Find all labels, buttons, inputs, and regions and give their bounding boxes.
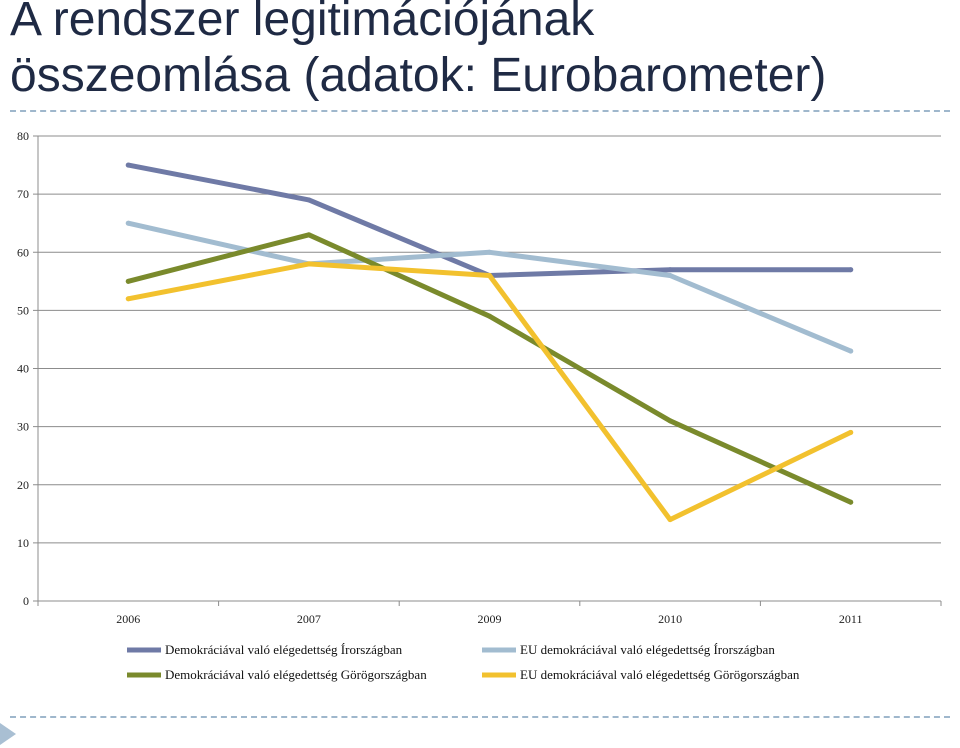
x-tick-label: 2006 <box>116 612 140 626</box>
y-tick-label: 40 <box>17 362 29 376</box>
footer-separator <box>10 716 950 718</box>
x-tick-label: 2010 <box>658 612 682 626</box>
x-tick-label: 2009 <box>478 612 502 626</box>
data-point <box>487 313 492 319</box>
legend-label: Demokráciával való elégedettség Görögors… <box>165 667 427 682</box>
line-chart: 0 10 20 30 40 50 60 70 80 2006 2007 2009 2010 2011 D… <box>17 129 942 682</box>
data-point <box>306 197 312 203</box>
legend-item-1: Demokráciával való elégedettség Írország… <box>127 642 403 657</box>
slide-title: A rendszer legitimációjának összeomlása … <box>10 0 950 104</box>
data-point <box>848 499 854 505</box>
data-point <box>125 220 131 226</box>
bullet-arrow-icon <box>0 723 16 745</box>
y-tick-label: 50 <box>17 303 29 317</box>
legend-item-3: Demokráciával való elégedettség Görögors… <box>127 667 427 682</box>
y-axis-ticks: 0 10 20 30 40 50 60 70 80 <box>17 129 29 608</box>
y-tick-label: 60 <box>17 245 29 259</box>
title-separator <box>10 110 950 112</box>
legend-label: EU demokráciával való elégedettség Görög… <box>520 667 800 682</box>
y-tick-label: 0 <box>23 594 29 608</box>
x-tick-label: 2007 <box>297 612 321 626</box>
series-line-2 <box>125 220 854 354</box>
data-point <box>125 278 131 284</box>
legend-label: EU demokráciával való elégedettség Írors… <box>520 642 775 657</box>
y-tick-label: 20 <box>17 478 29 492</box>
y-tick-label: 70 <box>17 187 29 201</box>
data-point <box>306 232 312 238</box>
data-point <box>667 273 673 278</box>
slide-title-line-2: összeomlása (adatok: Eurobarometer) <box>10 49 827 102</box>
y-tick-label: 10 <box>17 536 29 550</box>
x-tick-label: 2011 <box>839 612 863 626</box>
slide-title-line-1: A rendszer legitimációjának <box>10 0 595 46</box>
data-point <box>848 348 854 354</box>
data-point <box>306 261 312 267</box>
x-axis-ticks: 2006 2007 2009 2010 2011 <box>116 612 862 626</box>
data-point <box>848 267 854 273</box>
data-point <box>848 429 854 435</box>
data-point <box>125 296 131 302</box>
data-point <box>667 517 673 523</box>
legend-item-4: EU demokráciával való elégedettség Görög… <box>482 667 800 682</box>
data-point <box>667 418 673 424</box>
chart-axes <box>33 135 942 606</box>
chart-legend: Demokráciával való elégedettség Írország… <box>127 642 800 682</box>
series-line-4 <box>125 261 854 523</box>
y-tick-label: 30 <box>17 420 29 434</box>
legend-label: Demokráciával való elégedettség Írország… <box>165 642 403 657</box>
y-tick-label: 80 <box>17 129 29 143</box>
data-point <box>667 267 673 273</box>
chart-series <box>125 162 854 523</box>
series-line-1 <box>125 162 854 278</box>
data-point <box>125 162 131 168</box>
legend-item-2: EU demokráciával való elégedettség Írors… <box>482 642 775 657</box>
data-point <box>487 249 492 255</box>
data-point <box>487 273 492 278</box>
